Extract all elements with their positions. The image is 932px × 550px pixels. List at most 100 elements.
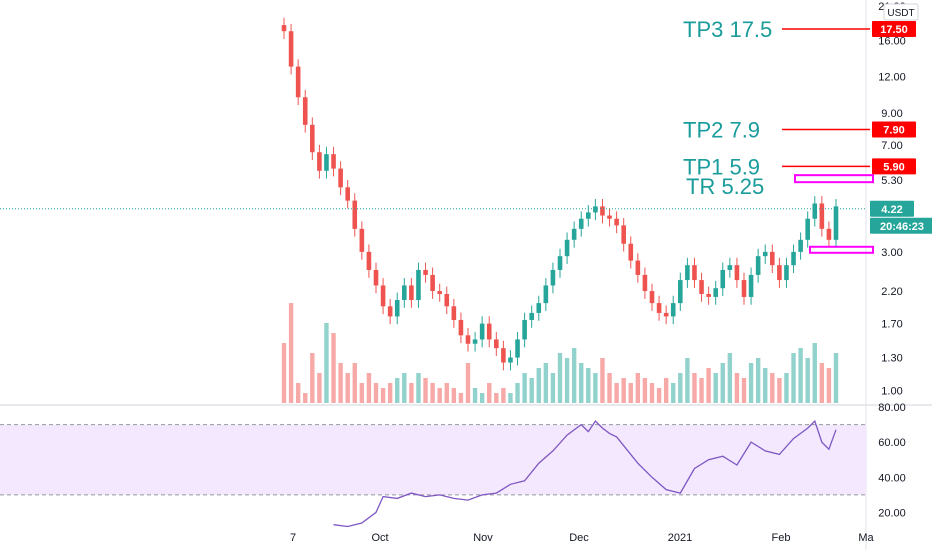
volume-bar: [663, 378, 669, 403]
candle-body: [536, 303, 542, 313]
volume-bar: [494, 393, 499, 403]
target-price-tag: [872, 121, 916, 138]
volume-bar: [621, 378, 626, 403]
volume-bar: [444, 383, 449, 403]
volume-bar: [642, 378, 648, 403]
candle-body: [600, 206, 605, 216]
volume-bar: [324, 323, 329, 403]
candle-body: [345, 187, 350, 201]
volume-bar: [366, 373, 372, 403]
volume-bar: [720, 363, 725, 403]
candle-body: [394, 299, 400, 317]
target-annotation-label: TP3 17.5: [683, 17, 772, 42]
volume-bar: [571, 348, 577, 403]
rsi-tick-label: 80.00: [878, 402, 906, 414]
candle-body: [508, 357, 513, 363]
candle-body: [281, 25, 287, 32]
candle-body: [812, 203, 818, 219]
volume-bar: [826, 368, 832, 403]
volume-bar: [706, 368, 711, 403]
candle-body: [713, 288, 718, 297]
candle-body: [494, 339, 499, 349]
volume-bar: [798, 348, 803, 403]
volume-bar: [522, 373, 527, 403]
volume-bar: [359, 383, 365, 403]
volume-bar: [586, 368, 591, 403]
candle-body: [656, 303, 662, 313]
rsi-tick-label: 40.00: [878, 472, 906, 484]
rsi-band: [0, 424, 866, 495]
candle-body: [607, 215, 612, 219]
volume-bar: [607, 373, 612, 403]
price-axis: 21.0016.0012.009.007.005.303.002.201.701…: [870, 1, 932, 398]
volume-bar: [303, 393, 308, 403]
candle-body: [430, 274, 435, 292]
volume-bar: [472, 388, 478, 403]
volume-bar: [409, 383, 414, 403]
volume-bar: [373, 383, 379, 403]
range-box-lower: [809, 245, 874, 254]
volume-bar: [628, 383, 633, 403]
candle-body: [571, 228, 577, 240]
candle-body: [515, 339, 520, 358]
price-tick-label: 2.20: [881, 286, 902, 298]
candle-body: [472, 339, 478, 344]
target-price-tag: [872, 158, 916, 175]
volume-bar: [550, 373, 556, 403]
volume-bar: [295, 383, 301, 403]
volume-bar: [288, 303, 294, 403]
volume-bar: [281, 343, 287, 403]
candle-body: [791, 251, 796, 266]
candle-body: [826, 228, 832, 240]
volume-bar: [529, 378, 534, 403]
target-annotation-label: TP1 5.9: [683, 154, 760, 179]
target-price-tag-text: 17.50: [880, 24, 908, 36]
rsi-pane: [0, 419, 866, 528]
volume-bar: [501, 388, 506, 403]
candle-body: [578, 218, 584, 229]
candle-body: [720, 269, 726, 289]
candle-body: [642, 274, 648, 292]
volume-bar: [536, 368, 541, 403]
volume-bar: [833, 353, 839, 403]
volume-bar: [699, 378, 704, 403]
candle-body: [663, 312, 669, 317]
volume-bar: [777, 378, 782, 403]
candle-body: [444, 293, 450, 307]
volume-bar: [338, 363, 343, 403]
candle-body: [699, 280, 704, 294]
time-tick-label: Oct: [371, 532, 388, 544]
candle-body: [501, 348, 506, 363]
range-annotation-label: TR 5.25: [686, 174, 764, 199]
candle-body: [692, 265, 697, 281]
candle-body: [586, 212, 591, 219]
volume-bar: [656, 388, 662, 403]
rsi-axis: 80.00 60.00 40.00 20.00: [878, 402, 906, 519]
volume-bar: [423, 378, 428, 403]
volume-bar: [713, 373, 718, 403]
volume-bar: [508, 393, 513, 403]
rsi-line: [333, 419, 837, 528]
candle-body: [670, 303, 676, 317]
candle-body: [819, 203, 825, 229]
candle-body: [770, 251, 775, 266]
candle-body: [373, 269, 379, 286]
volume-bar: [317, 373, 322, 403]
time-tick-label: Nov: [473, 532, 493, 544]
candle-body: [734, 265, 740, 281]
volume-bar: [812, 343, 817, 403]
candle-body: [295, 66, 301, 98]
volume-bar: [819, 363, 825, 403]
candle-body: [366, 251, 372, 270]
price-tick-label: 1.00: [881, 386, 902, 398]
candle-body: [784, 265, 789, 281]
time-tick-label: 2021: [668, 532, 692, 544]
volume-bar: [310, 353, 315, 403]
volume-bar: [770, 373, 775, 403]
volume-bar: [734, 373, 740, 403]
candle-body: [310, 124, 315, 153]
candle-body: [317, 152, 322, 171]
countdown-tag: [870, 217, 932, 234]
candle-body: [324, 154, 329, 171]
